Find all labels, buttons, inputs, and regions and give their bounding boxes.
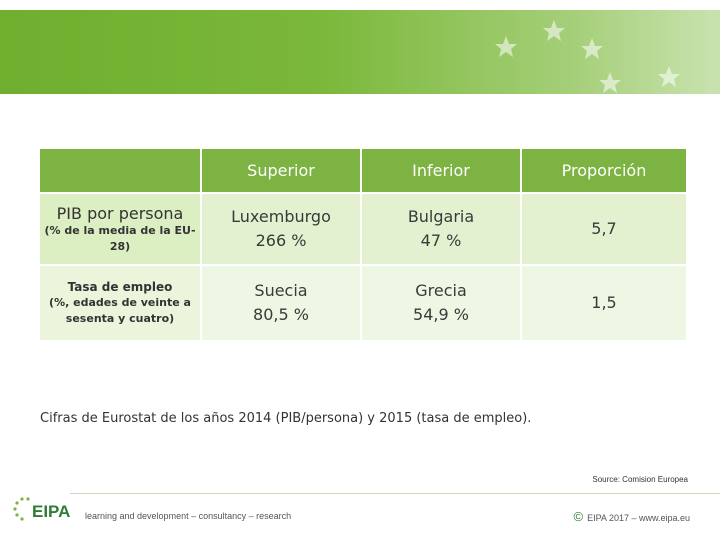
eipa-logo: EIPA: [32, 502, 71, 521]
footer-copyright: © EIPA 2017 – www.eipa.eu: [574, 509, 691, 524]
cell-inferior: Grecia 54,9 %: [362, 266, 520, 340]
value: 80,5 %: [253, 305, 309, 324]
star-icon: [581, 38, 603, 59]
source-credit: Source: Comision Europea: [592, 475, 688, 484]
eipa-stars-icon: [13, 497, 30, 521]
table-header-row: Superior Inferior Proporción: [40, 149, 686, 192]
footer-divider: [70, 493, 720, 494]
country-name: Luxemburgo: [231, 207, 331, 226]
header-superior: Superior: [202, 149, 360, 192]
country-name: Grecia: [415, 281, 467, 300]
row-label-sub: (% de la media de la EU-28): [44, 223, 196, 253]
star-icon: [495, 36, 517, 57]
cell-superior: Luxemburgo 266 %: [202, 194, 360, 264]
value: 266 %: [255, 231, 307, 250]
row-label-main: Tasa de empleo: [67, 280, 173, 294]
copyright-icon: ©: [573, 509, 584, 524]
header-inferior: Inferior: [362, 149, 520, 192]
cell-inferior: Bulgaria 47 %: [362, 194, 520, 264]
stars-decoration: [495, 20, 680, 93]
star-icon: [599, 72, 621, 93]
header-empty: [40, 149, 200, 192]
header-ratio: Proporción: [522, 149, 686, 192]
country-name: Bulgaria: [407, 207, 475, 226]
row-label-sub: (%, edades de veinte a sesenta y cuatro): [49, 296, 191, 325]
country-name: Suecia: [254, 281, 308, 300]
star-icon: [543, 20, 565, 41]
star-icon: [658, 66, 680, 87]
copyright-text: EIPA 2017 – www.eipa.eu: [587, 513, 690, 523]
cell-superior: Suecia 80,5 %: [202, 266, 360, 340]
comparison-table: Superior Inferior Proporción PIB por per…: [38, 147, 688, 342]
value: 54,9 %: [413, 305, 469, 324]
table-row: Tasa de empleo (%, edades de veinte a se…: [40, 266, 686, 340]
row-label: PIB por persona (% de la media de la EU-…: [40, 194, 200, 264]
footer-tagline: learning and development – consultancy –…: [85, 511, 292, 521]
row-label: Tasa de empleo (%, edades de veinte a se…: [40, 266, 200, 340]
cell-ratio: 5,7: [522, 194, 686, 264]
row-label-main: PIB por persona: [56, 203, 184, 223]
value: 47 %: [420, 231, 462, 250]
table-row: PIB por persona (% de la media de la EU-…: [40, 194, 686, 264]
cell-ratio: 1,5: [522, 266, 686, 340]
header-banner: [0, 10, 720, 94]
footnote: Cifras de Eurostat de los años 2014 (PIB…: [40, 411, 532, 426]
